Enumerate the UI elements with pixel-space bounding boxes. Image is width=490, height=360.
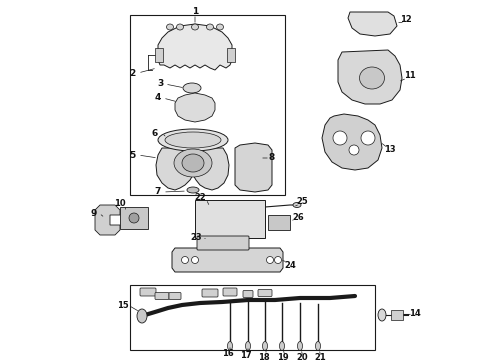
- Ellipse shape: [316, 342, 320, 351]
- FancyBboxPatch shape: [258, 289, 272, 297]
- Circle shape: [274, 256, 281, 264]
- Circle shape: [333, 131, 347, 145]
- Ellipse shape: [263, 342, 268, 351]
- PathPatch shape: [235, 143, 272, 192]
- PathPatch shape: [158, 24, 232, 70]
- Text: 21: 21: [314, 354, 326, 360]
- Text: 7: 7: [155, 188, 161, 197]
- Text: 22: 22: [194, 193, 206, 202]
- FancyBboxPatch shape: [202, 289, 218, 297]
- Ellipse shape: [183, 83, 201, 93]
- PathPatch shape: [156, 148, 229, 190]
- Circle shape: [349, 145, 359, 155]
- Ellipse shape: [217, 24, 223, 30]
- PathPatch shape: [172, 248, 283, 272]
- Ellipse shape: [167, 24, 173, 30]
- PathPatch shape: [322, 114, 382, 170]
- Circle shape: [267, 256, 273, 264]
- Ellipse shape: [137, 309, 147, 323]
- Text: 9: 9: [91, 208, 97, 217]
- Circle shape: [192, 256, 198, 264]
- Text: 1: 1: [192, 6, 198, 15]
- Bar: [227, 48, 235, 62]
- Ellipse shape: [378, 309, 386, 321]
- Ellipse shape: [293, 202, 301, 207]
- Ellipse shape: [158, 129, 228, 151]
- PathPatch shape: [95, 205, 120, 235]
- Text: 5: 5: [129, 150, 135, 159]
- PathPatch shape: [175, 93, 215, 122]
- Bar: [391, 310, 403, 320]
- Circle shape: [181, 256, 189, 264]
- Bar: [195, 200, 265, 238]
- Text: 13: 13: [384, 145, 396, 154]
- Text: 18: 18: [258, 352, 270, 360]
- Bar: [130, 285, 375, 350]
- Text: 10: 10: [114, 198, 126, 207]
- PathPatch shape: [338, 50, 402, 104]
- FancyBboxPatch shape: [243, 291, 253, 297]
- Text: 11: 11: [404, 71, 416, 80]
- FancyBboxPatch shape: [169, 292, 181, 300]
- Text: 25: 25: [296, 198, 308, 207]
- FancyBboxPatch shape: [197, 236, 249, 250]
- Ellipse shape: [192, 24, 198, 30]
- Ellipse shape: [245, 342, 250, 351]
- Text: 2: 2: [129, 68, 135, 77]
- Ellipse shape: [279, 342, 285, 351]
- Ellipse shape: [206, 24, 214, 30]
- Text: 20: 20: [296, 354, 308, 360]
- PathPatch shape: [348, 12, 397, 36]
- Text: 16: 16: [222, 350, 234, 359]
- Text: 19: 19: [277, 354, 289, 360]
- Text: 17: 17: [240, 351, 252, 360]
- Bar: [120, 207, 148, 229]
- Ellipse shape: [297, 342, 302, 351]
- FancyBboxPatch shape: [155, 292, 169, 300]
- Circle shape: [361, 131, 375, 145]
- Ellipse shape: [187, 187, 199, 193]
- Text: 12: 12: [400, 15, 412, 24]
- Text: 8: 8: [269, 153, 275, 162]
- Ellipse shape: [176, 24, 183, 30]
- Text: 3: 3: [157, 80, 163, 89]
- Text: 26: 26: [292, 212, 304, 221]
- Text: 6: 6: [152, 129, 158, 138]
- Ellipse shape: [182, 154, 204, 172]
- Bar: [155, 48, 163, 62]
- Bar: [268, 215, 290, 230]
- Text: 15: 15: [117, 301, 129, 310]
- Text: 4: 4: [155, 93, 161, 102]
- Bar: [130, 15, 285, 195]
- Ellipse shape: [174, 149, 212, 177]
- Text: 23: 23: [190, 233, 202, 242]
- Circle shape: [129, 213, 139, 223]
- Ellipse shape: [360, 67, 385, 89]
- Text: 24: 24: [284, 261, 296, 270]
- FancyBboxPatch shape: [140, 288, 156, 296]
- Text: 14: 14: [409, 310, 421, 319]
- FancyBboxPatch shape: [223, 288, 237, 296]
- Ellipse shape: [165, 132, 221, 148]
- Ellipse shape: [227, 342, 232, 351]
